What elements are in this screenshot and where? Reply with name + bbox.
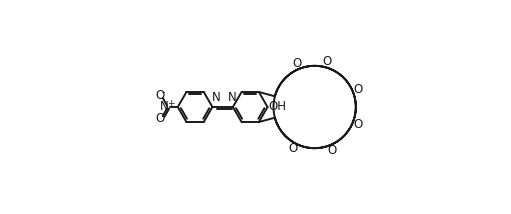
Text: +: + — [167, 99, 174, 108]
Text: N: N — [212, 91, 221, 104]
Text: O: O — [292, 57, 301, 70]
Text: O: O — [354, 118, 363, 131]
Text: O: O — [156, 112, 165, 125]
Text: -: - — [162, 88, 165, 97]
Text: N: N — [227, 91, 236, 104]
Text: N: N — [160, 101, 169, 113]
Text: O: O — [328, 144, 337, 157]
Text: OH: OH — [269, 101, 287, 113]
Text: O: O — [322, 55, 332, 68]
Text: O: O — [288, 142, 297, 155]
Text: O: O — [156, 89, 165, 102]
Text: O: O — [354, 83, 363, 96]
